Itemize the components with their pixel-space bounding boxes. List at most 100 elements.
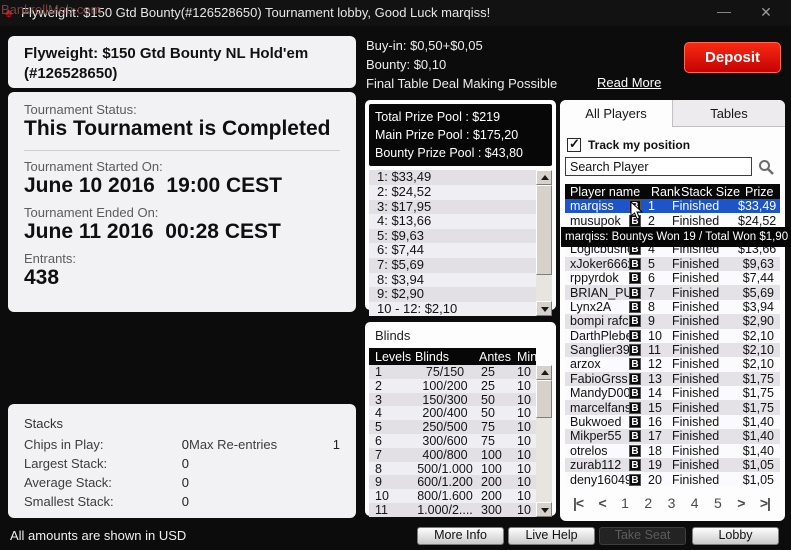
tab-tables[interactable]: Tables xyxy=(672,100,785,127)
player-row[interactable]: Bukwoed B 16 Finished $1,40 xyxy=(565,414,780,430)
blinds-cell: 1 xyxy=(375,365,382,379)
page-number[interactable]: 2 xyxy=(644,494,653,511)
payout-scrollbar[interactable] xyxy=(536,170,552,317)
player-prize: $1,75 xyxy=(742,400,774,415)
pager-arrow-icon[interactable]: |< xyxy=(573,494,584,511)
blinds-cell: 10 xyxy=(517,502,531,517)
scroll-up-icon[interactable] xyxy=(536,170,552,186)
header-prize: Prize xyxy=(745,184,774,199)
blinds-cell: 3 xyxy=(375,392,382,407)
player-row[interactable]: rppyrdok B 6 Finished $7,44 xyxy=(565,270,780,286)
player-rank: 13 xyxy=(648,371,662,386)
player-prize: $1,05 xyxy=(742,458,774,473)
live-help-button[interactable]: Live Help xyxy=(508,527,595,545)
bounty-badge: B xyxy=(629,286,641,299)
page-number[interactable]: 1 xyxy=(621,494,629,511)
pager-arrow-icon[interactable]: > xyxy=(737,494,745,511)
scroll-down-icon[interactable] xyxy=(536,502,552,517)
bounty-badge: B xyxy=(629,272,641,285)
stacks-title: Stacks xyxy=(24,416,64,431)
blinds-cell: 200 xyxy=(481,475,502,490)
player-row[interactable]: MandyD007B 14 Finished $1,75 xyxy=(565,386,780,401)
player-row[interactable]: FabioGrss B 13 Finished $1,75 xyxy=(565,371,780,387)
player-row[interactable]: otrelos B 18 Finished $1,40 xyxy=(565,443,780,459)
player-rank: 15 xyxy=(648,400,662,415)
payout-row: 4: $13,66 xyxy=(369,214,536,229)
player-row[interactable]: DarthPlebeuB 10 Finished $2,10 xyxy=(565,328,780,343)
blinds-cell: 25 xyxy=(481,365,495,379)
player-prize: $2,10 xyxy=(742,357,774,372)
player-row[interactable]: zurab112 B 19 Finished $1,05 xyxy=(565,458,780,473)
player-prize: $1,40 xyxy=(742,443,774,458)
blinds-cell: 10 xyxy=(517,433,531,448)
blinds-list: 1 75/150 25 10 2 100/200 25 10 3 150/300 50 10 4 200/… xyxy=(369,365,552,517)
stack-label xyxy=(189,475,320,490)
stack-value: 0 xyxy=(181,456,189,471)
player-rank: 1 xyxy=(648,199,655,214)
tab-all-players[interactable]: All Players xyxy=(560,100,672,127)
page-number[interactable]: 3 xyxy=(667,494,676,511)
player-status: Finished xyxy=(672,357,720,372)
player-row[interactable]: Mikper55 B 17 Finished $1,40 xyxy=(565,429,780,444)
blinds-cell: 2 xyxy=(375,378,382,393)
blinds-header: Levels Blinds Antes Min. xyxy=(369,348,541,365)
pager-arrow-icon[interactable]: >| xyxy=(759,494,771,511)
stack-value xyxy=(320,494,340,509)
player-row[interactable]: bompi rafc B 9 Finished $2,90 xyxy=(565,314,780,329)
player-name: Mikper55 xyxy=(570,429,622,444)
blinds-cell: 10 xyxy=(517,489,531,504)
read-more-link[interactable]: Read More xyxy=(597,75,662,90)
page-number[interactable]: 5 xyxy=(714,494,722,511)
player-row[interactable]: deny160495B 20 Finished $1,05 xyxy=(565,472,780,487)
player-rank: 11 xyxy=(648,343,661,358)
scroll-up-icon[interactable] xyxy=(536,365,552,380)
blinds-scrollbar[interactable] xyxy=(536,365,552,517)
app-logo-spade-icon: ♠ xyxy=(5,4,13,20)
player-rank: 8 xyxy=(648,299,655,314)
player-row[interactable]: musupok B 2 Finished $24,52 xyxy=(565,213,780,228)
players-table: marqiss B 1 Finished $33,49 musupok B 2 Finished… xyxy=(565,199,780,487)
player-name: Lynx2A xyxy=(570,299,612,314)
scroll-thumb[interactable] xyxy=(536,380,552,418)
blinds-cell: 75 xyxy=(481,433,495,448)
payout-row: 9: $2,90 xyxy=(369,287,536,302)
payout-row: 5: $9,63 xyxy=(369,228,536,244)
blinds-cell: 150/300 xyxy=(422,392,468,407)
player-rank: 4 xyxy=(648,242,655,257)
mouse-cursor-icon xyxy=(630,201,644,220)
player-row[interactable]: marqissB1Finished$33,49 xyxy=(565,199,780,214)
player-row[interactable]: marcelfans B 15 Finished $1,75 xyxy=(565,400,780,415)
player-row[interactable]: xJoker666x B 5 Finished $9,63 xyxy=(565,256,780,271)
pagination: |< <1 2 3 4 5 > >| xyxy=(565,487,780,511)
page-number[interactable]: 4 xyxy=(690,494,699,511)
player-row[interactable]: Lynx2A B 8 Finished $3,94 xyxy=(565,299,780,315)
stack-value xyxy=(320,456,340,471)
close-button[interactable]: ✕ xyxy=(760,4,772,20)
search-player-input[interactable] xyxy=(565,157,752,176)
player-rank: 18 xyxy=(648,443,662,458)
scroll-down-icon[interactable] xyxy=(536,301,552,317)
lobby-button[interactable]: Lobby xyxy=(692,527,779,545)
player-row[interactable]: Sanglier399B 11 Finished $2,10 xyxy=(565,342,780,358)
blinds-cell: 500/1.000 xyxy=(417,461,473,476)
player-prize: $7,44 xyxy=(742,271,774,286)
deposit-button[interactable]: Deposit xyxy=(684,42,781,73)
scroll-thumb[interactable] xyxy=(536,185,552,276)
player-row[interactable]: arzox B 12 Finished $2,10 xyxy=(565,357,780,372)
bounty-badge: B xyxy=(629,444,641,457)
payout-row: 10 - 12: $2,10 xyxy=(369,301,536,317)
player-prize: $1,40 xyxy=(742,429,774,444)
track-position-checkbox[interactable] xyxy=(567,136,581,152)
player-name: bompi rafc xyxy=(570,314,629,329)
minimize-button[interactable]: — xyxy=(717,3,731,19)
blinds-cell: 300 xyxy=(481,502,502,517)
search-icon[interactable] xyxy=(758,159,774,175)
more-info-button[interactable]: More Info xyxy=(417,527,504,545)
player-status: Finished xyxy=(672,271,720,286)
player-status: Finished xyxy=(672,415,720,430)
player-row[interactable]: BRIAN_PUNTSB7 Finished $5,69 xyxy=(565,285,780,300)
payout-row: 7: $5,69 xyxy=(369,257,536,273)
pager-arrow-icon[interactable]: < xyxy=(598,494,607,511)
player-name: marqiss xyxy=(570,199,614,214)
